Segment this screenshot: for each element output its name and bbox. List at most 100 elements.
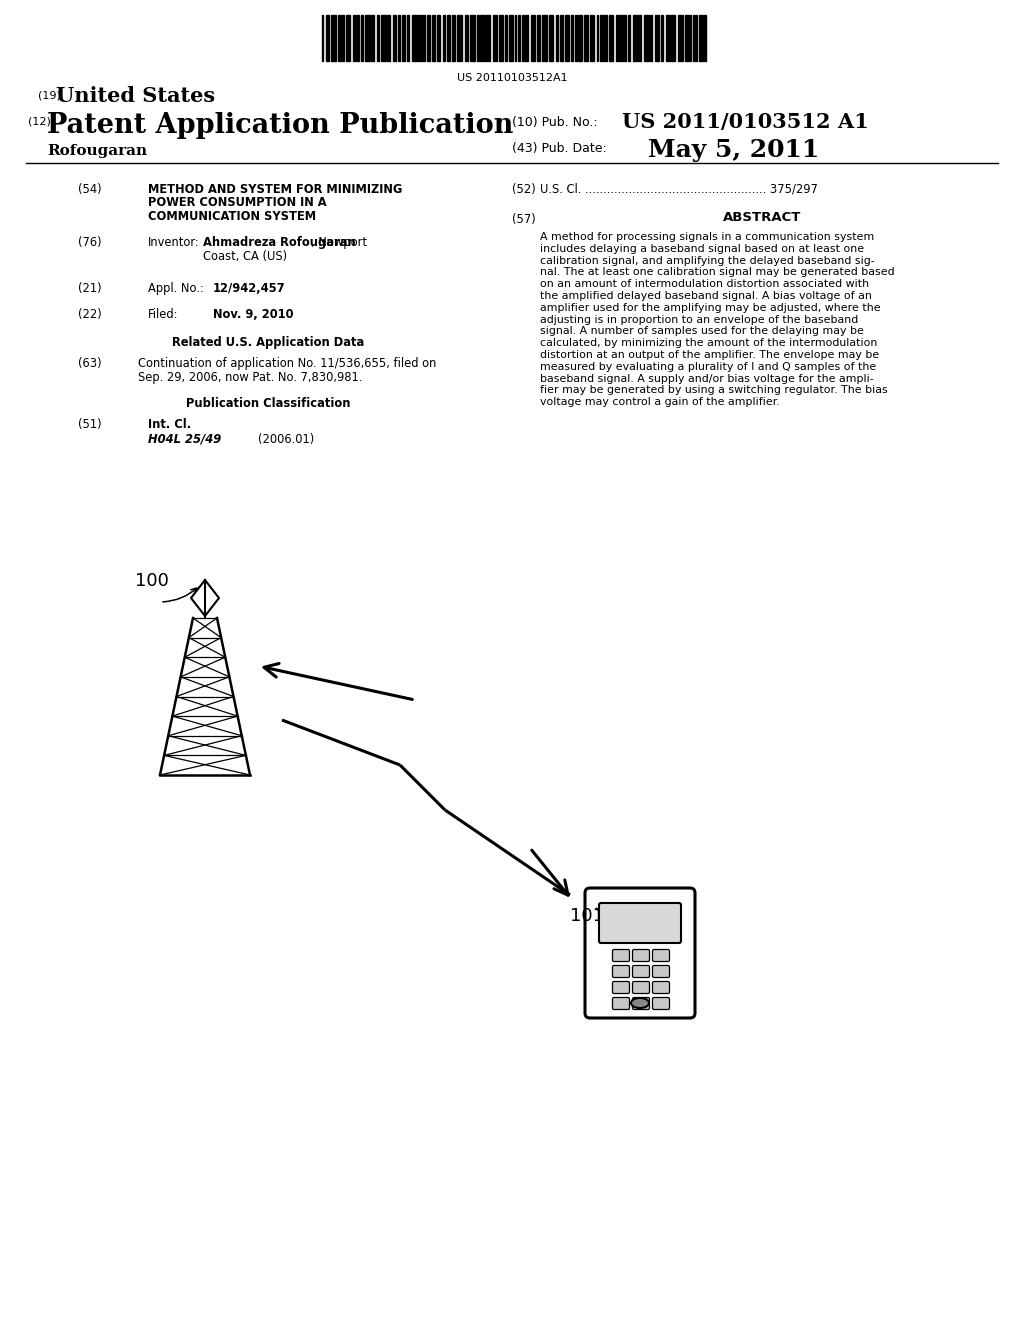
Bar [346, 15, 350, 61]
Bar [666, 15, 670, 61]
Bar [465, 15, 468, 61]
Bar [402, 15, 404, 61]
Bar [560, 15, 563, 61]
Bar [678, 15, 681, 61]
Text: on an amount of intermodulation distortion associated with: on an amount of intermodulation distorti… [540, 280, 869, 289]
Bar [427, 15, 430, 61]
Text: (54): (54) [78, 183, 101, 195]
Text: Continuation of application No. 11/536,655, filed on: Continuation of application No. 11/536,6… [138, 356, 436, 370]
Text: May 5, 2011: May 5, 2011 [648, 139, 819, 162]
Bar [461, 15, 463, 61]
Text: includes delaying a baseband signal based on at least one: includes delaying a baseband signal base… [540, 244, 864, 253]
Bar [693, 15, 694, 61]
Text: Appl. No.:: Appl. No.: [148, 282, 204, 294]
Bar [537, 15, 540, 61]
FancyBboxPatch shape [612, 949, 630, 961]
Text: amplifier used for the amplifying may be adjusted, where the: amplifier used for the amplifying may be… [540, 302, 881, 313]
Bar [518, 15, 520, 61]
Text: (76): (76) [78, 236, 101, 249]
Bar [452, 15, 456, 61]
Text: H04L 25/49: H04L 25/49 [148, 433, 221, 446]
Bar [371, 15, 374, 61]
Text: (21): (21) [78, 282, 101, 294]
Bar [585, 15, 588, 61]
Bar [499, 15, 504, 61]
FancyBboxPatch shape [612, 965, 630, 978]
Bar [356, 15, 358, 61]
Bar [579, 15, 583, 61]
Text: (2006.01): (2006.01) [258, 433, 314, 446]
FancyBboxPatch shape [652, 949, 670, 961]
Bar [650, 15, 652, 61]
Bar [509, 15, 513, 61]
Text: (43) Pub. Date:: (43) Pub. Date: [512, 143, 607, 154]
Text: Publication Classification: Publication Classification [185, 397, 350, 411]
FancyBboxPatch shape [612, 982, 630, 994]
Bar [381, 15, 386, 61]
Bar [609, 15, 613, 61]
Bar [604, 15, 607, 61]
Bar [442, 15, 444, 61]
Text: (10) Pub. No.:: (10) Pub. No.: [512, 116, 598, 129]
Text: Coast, CA (US): Coast, CA (US) [203, 249, 287, 263]
Bar [418, 15, 421, 61]
Bar [437, 15, 440, 61]
Text: Related U.S. Application Data: Related U.S. Application Data [172, 337, 365, 348]
Text: distortion at an output of the amplifier. The envelope may be: distortion at an output of the amplifier… [540, 350, 880, 360]
Bar [322, 15, 324, 61]
Bar [575, 15, 577, 61]
Text: (57): (57) [512, 213, 536, 226]
Bar [412, 15, 416, 61]
Bar [377, 15, 379, 61]
Bar [556, 15, 558, 61]
Ellipse shape [631, 998, 649, 1008]
FancyBboxPatch shape [612, 998, 630, 1010]
Bar [625, 15, 627, 61]
Bar [522, 15, 523, 61]
Text: 101: 101 [570, 907, 604, 925]
Text: Sep. 29, 2006, now Pat. No. 7,830,981.: Sep. 29, 2006, now Pat. No. 7,830,981. [138, 371, 362, 384]
Text: calculated, by minimizing the amount of the intermodulation: calculated, by minimizing the amount of … [540, 338, 878, 348]
Bar [695, 15, 696, 61]
Bar [629, 15, 630, 61]
Text: ABSTRACT: ABSTRACT [723, 211, 801, 224]
Text: US 20110103512A1: US 20110103512A1 [457, 73, 567, 83]
Bar [690, 15, 691, 61]
Bar [392, 15, 396, 61]
Text: fier may be generated by using a switching regulator. The bias: fier may be generated by using a switchi… [540, 385, 888, 396]
Text: 100: 100 [135, 572, 169, 590]
Text: measured by evaluating a plurality of I and Q samples of the: measured by evaluating a plurality of I … [540, 362, 877, 372]
Text: Patent Application Publication: Patent Application Publication [47, 112, 513, 139]
Text: (19): (19) [38, 90, 60, 100]
Bar [620, 15, 623, 61]
Text: Int. Cl.: Int. Cl. [148, 418, 191, 432]
Text: (12): (12) [28, 116, 51, 125]
Bar [597, 15, 598, 61]
Bar [352, 15, 355, 61]
Bar [447, 15, 450, 61]
Bar [698, 15, 702, 61]
Bar [331, 15, 336, 61]
Text: 12/942,457: 12/942,457 [213, 282, 286, 294]
Bar [480, 15, 483, 61]
Text: (22): (22) [78, 308, 101, 321]
Bar [543, 15, 547, 61]
Bar [338, 15, 341, 61]
Bar [660, 15, 664, 61]
Text: U.S. Cl. .................................................. 375/297: U.S. Cl. ...............................… [540, 183, 818, 195]
Text: METHOD AND SYSTEM FOR MINIMIZING: METHOD AND SYSTEM FOR MINIMIZING [148, 183, 402, 195]
Text: A method for processing signals in a communication system: A method for processing signals in a com… [540, 232, 874, 242]
Text: Inventor:: Inventor: [148, 236, 200, 249]
Bar [458, 15, 460, 61]
Text: , Newport: , Newport [311, 236, 367, 249]
FancyBboxPatch shape [652, 982, 670, 994]
Text: nal. The at least one calibration signal may be generated based: nal. The at least one calibration signal… [540, 268, 895, 277]
Bar [398, 15, 400, 61]
Bar [633, 15, 637, 61]
Bar [638, 15, 641, 61]
Bar [571, 15, 572, 61]
Bar [672, 15, 675, 61]
FancyBboxPatch shape [633, 998, 649, 1010]
Text: US 2011/0103512 A1: US 2011/0103512 A1 [622, 112, 868, 132]
Bar [326, 15, 329, 61]
